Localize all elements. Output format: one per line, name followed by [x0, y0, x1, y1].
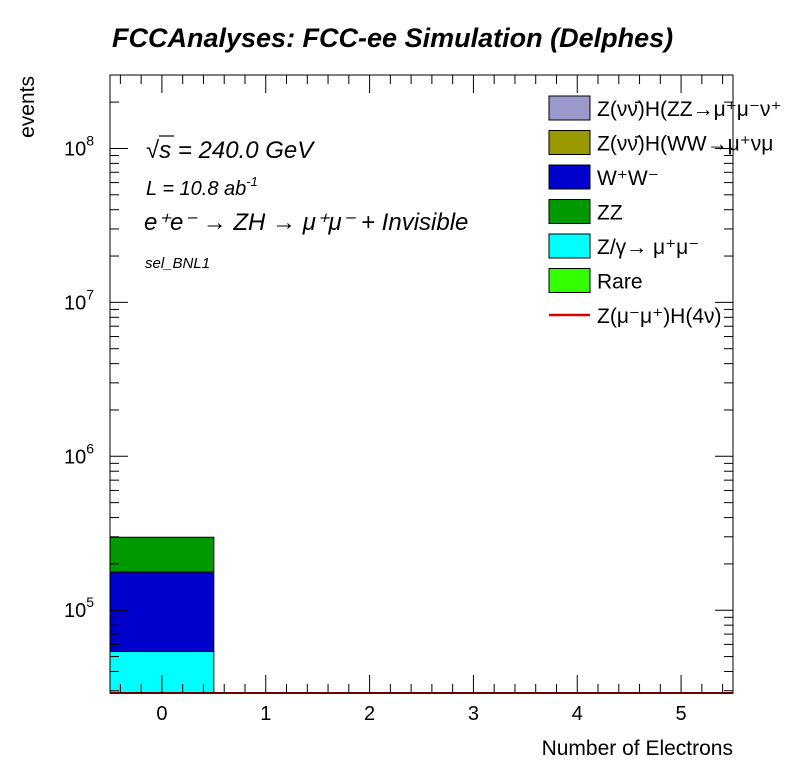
bar-0-series-2	[109, 536, 215, 573]
y-tick-exp: 7	[86, 286, 94, 302]
legend-label-6: Z(μ⁻μ⁺)H(4ν)	[597, 305, 722, 328]
chart-title: FCCAnalyses: FCC-ee Simulation (Delphes)	[112, 23, 673, 53]
bars-layer	[109, 536, 215, 694]
legend-label-5: Rare	[597, 271, 643, 294]
y-tick-base: 10	[64, 600, 86, 622]
y-tick-base: 10	[64, 292, 86, 314]
legend: Z(νν̄)H(ZZ→μ⁺μ⁻ν⁺ Z(νν̄)H(WW→μ⁺νμ W⁺W⁻ ZZ Z/…	[548, 95, 782, 328]
y-tick-exp: 5	[86, 594, 94, 610]
legend-label-4: Z/γ→ μ⁺μ⁻	[597, 236, 699, 259]
ticks-layer	[110, 74, 733, 693]
legend-swatch-1	[548, 130, 591, 155]
y-tick-label-3: 108	[64, 132, 94, 160]
legend-swatch-0	[548, 95, 591, 121]
y-tick-label-2: 107	[64, 286, 94, 314]
lumi-annotation: L = 10.8 ab-1	[146, 174, 258, 200]
legend-label-1: Z(νν̄)H(WW→μ⁺νμ	[597, 133, 773, 156]
x-axis-label: Number of Electrons	[542, 737, 733, 760]
process-annotation: e⁺e⁻ → ZH → μ⁺μ⁻ + Invisible	[144, 209, 468, 236]
x-tick-label-5: 5	[676, 703, 687, 725]
energy-value: = 240.0 GeV	[171, 137, 315, 164]
legend-swatch-4	[548, 233, 591, 259]
legend-swatch-5	[548, 268, 591, 293]
lumi-exp: -1	[246, 174, 258, 189]
selection-annotation: sel_BNL1	[145, 255, 210, 272]
sqrt-symbol: √	[146, 137, 160, 164]
y-tick-exp: 6	[86, 440, 94, 456]
bar-0-series-1	[109, 571, 215, 652]
y-tick-exp: 8	[86, 132, 94, 148]
legend-swatch-3	[548, 199, 591, 224]
y-tick-label-0: 105	[64, 594, 94, 622]
legend-swatch-2	[548, 164, 591, 190]
x-tick-label-3: 3	[468, 703, 479, 725]
x-tick-label-0: 0	[156, 703, 167, 725]
x-tick-label-4: 4	[572, 703, 583, 725]
x-tick-label-1: 1	[260, 703, 271, 725]
x-tick-label-2: 2	[364, 703, 375, 725]
y-tick-base: 10	[64, 138, 86, 160]
y-tick-base: 10	[64, 446, 86, 468]
energy-annotation: √s = 240.0 GeV	[146, 137, 315, 164]
y-tick-label-1: 106	[64, 440, 94, 468]
energy-s: s	[159, 137, 171, 164]
annotations: √s = 240.0 GeV L = 10.8 ab-1 e⁺e⁻ → ZH →…	[144, 135, 468, 272]
lumi-text: L = 10.8 ab	[146, 178, 246, 200]
legend-label-3: ZZ	[597, 202, 623, 225]
legend-label-0: Z(νν̄)H(ZZ→μ⁺μ⁻ν⁺	[597, 98, 782, 121]
legend-label-2: W⁺W⁻	[597, 167, 659, 190]
y-axis-label: events	[16, 76, 39, 138]
plot-frame	[109, 74, 734, 694]
